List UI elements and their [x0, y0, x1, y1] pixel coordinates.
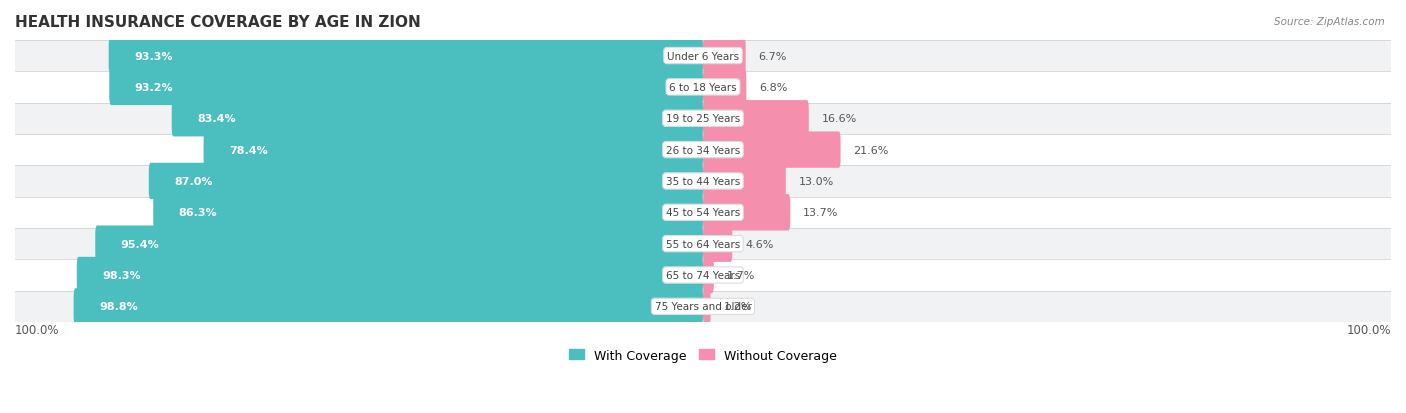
- FancyBboxPatch shape: [703, 132, 841, 169]
- Bar: [15, 135, 1391, 166]
- Text: 83.4%: 83.4%: [197, 114, 236, 124]
- Bar: [15, 166, 1391, 197]
- Text: 6 to 18 Years: 6 to 18 Years: [669, 83, 737, 93]
- FancyBboxPatch shape: [204, 132, 703, 169]
- Text: 4.6%: 4.6%: [745, 239, 773, 249]
- FancyBboxPatch shape: [153, 195, 703, 231]
- Text: 86.3%: 86.3%: [179, 208, 218, 218]
- Text: Under 6 Years: Under 6 Years: [666, 52, 740, 62]
- FancyBboxPatch shape: [703, 164, 786, 199]
- Text: 55 to 64 Years: 55 to 64 Years: [666, 239, 740, 249]
- Text: 6.7%: 6.7%: [758, 52, 787, 62]
- FancyBboxPatch shape: [703, 38, 745, 75]
- FancyBboxPatch shape: [703, 69, 747, 106]
- FancyBboxPatch shape: [96, 226, 703, 262]
- Text: 13.0%: 13.0%: [799, 176, 834, 187]
- FancyBboxPatch shape: [703, 195, 790, 231]
- Text: 45 to 54 Years: 45 to 54 Years: [666, 208, 740, 218]
- Bar: [15, 41, 1391, 72]
- FancyBboxPatch shape: [172, 101, 703, 137]
- Text: HEALTH INSURANCE COVERAGE BY AGE IN ZION: HEALTH INSURANCE COVERAGE BY AGE IN ZION: [15, 15, 420, 30]
- FancyBboxPatch shape: [73, 288, 703, 325]
- Text: 95.4%: 95.4%: [121, 239, 159, 249]
- Text: 21.6%: 21.6%: [853, 145, 889, 155]
- Text: 100.0%: 100.0%: [15, 323, 59, 336]
- Text: 75 Years and older: 75 Years and older: [655, 301, 751, 311]
- Bar: [15, 291, 1391, 322]
- Text: 19 to 25 Years: 19 to 25 Years: [666, 114, 740, 124]
- Text: Source: ZipAtlas.com: Source: ZipAtlas.com: [1274, 17, 1385, 26]
- Text: 98.3%: 98.3%: [103, 271, 141, 280]
- Bar: [15, 72, 1391, 103]
- Text: 93.2%: 93.2%: [135, 83, 173, 93]
- Text: 13.7%: 13.7%: [803, 208, 838, 218]
- Text: 100.0%: 100.0%: [1347, 323, 1391, 336]
- Text: 35 to 44 Years: 35 to 44 Years: [666, 176, 740, 187]
- Text: 16.6%: 16.6%: [821, 114, 856, 124]
- Text: 87.0%: 87.0%: [174, 176, 212, 187]
- FancyBboxPatch shape: [77, 257, 703, 294]
- FancyBboxPatch shape: [703, 257, 714, 294]
- Bar: [15, 197, 1391, 228]
- Text: 1.7%: 1.7%: [727, 271, 755, 280]
- Bar: [15, 228, 1391, 260]
- Text: 65 to 74 Years: 65 to 74 Years: [666, 271, 740, 280]
- FancyBboxPatch shape: [703, 101, 808, 137]
- Bar: [15, 260, 1391, 291]
- FancyBboxPatch shape: [703, 288, 710, 325]
- FancyBboxPatch shape: [110, 69, 703, 106]
- Text: 1.2%: 1.2%: [723, 301, 752, 311]
- FancyBboxPatch shape: [703, 226, 733, 262]
- Text: 26 to 34 Years: 26 to 34 Years: [666, 145, 740, 155]
- Text: 98.8%: 98.8%: [98, 301, 138, 311]
- Text: 78.4%: 78.4%: [229, 145, 267, 155]
- Legend: With Coverage, Without Coverage: With Coverage, Without Coverage: [564, 344, 842, 367]
- Text: 6.8%: 6.8%: [759, 83, 787, 93]
- FancyBboxPatch shape: [108, 38, 703, 75]
- FancyBboxPatch shape: [149, 164, 703, 199]
- Bar: [15, 103, 1391, 135]
- Text: 93.3%: 93.3%: [134, 52, 173, 62]
